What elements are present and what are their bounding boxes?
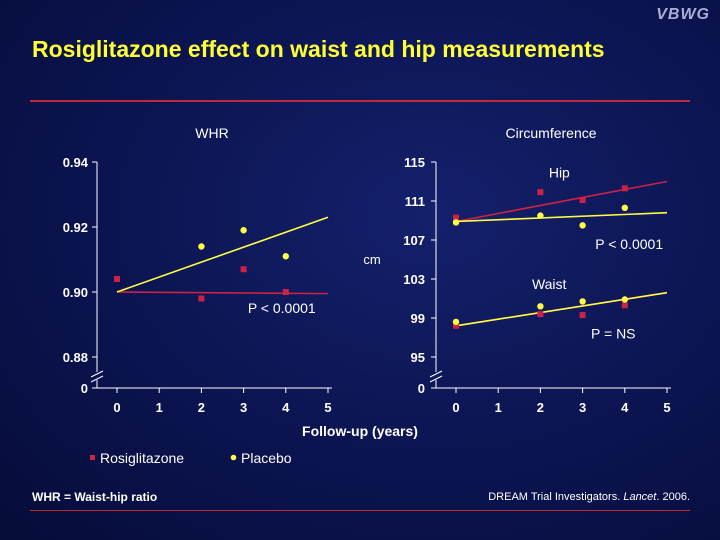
y-tick-label-0-2: 0.90 — [63, 285, 88, 300]
footer-divider — [30, 510, 690, 511]
data-point-rosiglitazone-1-2-1 — [537, 311, 544, 318]
data-point-rosiglitazone-0-0-3 — [282, 289, 289, 295]
x-tick-label-1-5: 5 — [663, 400, 670, 415]
y-tick-label-0-4: 0 — [81, 381, 88, 396]
y-tick-label-1-2: 107 — [403, 233, 425, 248]
data-point-rosiglitazone-1-0-1 — [537, 189, 544, 196]
citation-journal: Lancet — [623, 491, 657, 503]
annotation-1-0: Hip — [549, 165, 570, 181]
citation: DREAM Trial Investigators. Lancet. 2006. — [488, 491, 690, 503]
trend-line-1-0 — [455, 180, 668, 223]
legend-marker-placebo — [230, 454, 237, 461]
y-tick-label-0-3: 0.88 — [63, 350, 88, 365]
y-tick-label-1-1: 111 — [405, 194, 425, 209]
slide-title: Rosiglitazone effect on waist and hip me… — [32, 36, 605, 62]
footnote: WHR = Waist-hip ratio — [32, 490, 158, 504]
x-tick-label-1-4: 4 — [621, 400, 629, 415]
data-point-placebo-0-1-2 — [282, 253, 289, 260]
data-point-rosiglitazone-1-2-0 — [453, 322, 459, 329]
data-point-rosiglitazone-0-0-2 — [240, 266, 247, 273]
x-tick-label-1-1: 1 — [495, 400, 502, 415]
x-tick-label-0-4: 4 — [282, 400, 290, 415]
y-tick-label-1-6: 0 — [418, 381, 425, 396]
y-axis-label-1: cm — [363, 252, 380, 267]
legend-marker-rosiglitazone — [90, 455, 95, 460]
x-tick-label-1-3: 3 — [579, 400, 586, 415]
legend-label-1: Placebo — [241, 450, 292, 466]
data-point-placebo-1-1-3 — [621, 204, 628, 212]
x-axis-label: Follow-up (years) — [302, 423, 418, 439]
y-tick-label-1-0: 115 — [404, 155, 425, 170]
data-point-placebo-0-1-1 — [240, 227, 247, 234]
data-point-placebo-1-1-2 — [579, 222, 586, 229]
legend-label-0: Rosiglitazone — [100, 450, 184, 466]
data-point-placebo-1-3-2 — [579, 298, 586, 305]
title-divider — [30, 100, 690, 102]
axis-break-mark-b-1 — [429, 375, 443, 383]
x-tick-label-0-3: 3 — [240, 400, 247, 415]
data-point-placebo-1-1-0 — [452, 219, 460, 226]
x-tick-label-0-5: 5 — [324, 400, 331, 415]
brand-logo: VBWG — [656, 6, 710, 23]
data-point-placebo-0-1-0 — [198, 243, 205, 250]
axis-break-mark-a-0 — [90, 370, 104, 378]
data-point-rosiglitazone-1-2-2 — [579, 312, 586, 319]
y-tick-label-1-3: 103 — [403, 272, 425, 287]
x-tick-label-1-0: 0 — [452, 400, 459, 415]
y-tick-label-1-5: 95 — [411, 350, 425, 365]
axis-break-mark-a-1 — [429, 370, 443, 378]
data-point-rosiglitazone-1-0-0 — [453, 214, 459, 221]
data-point-rosiglitazone-1-2-3 — [621, 302, 628, 309]
axis-break-mark-b-0 — [90, 375, 104, 383]
y-tick-label-0-1: 0.92 — [63, 220, 88, 235]
annotation-1-2: Waist — [532, 276, 567, 292]
data-point-placebo-1-1-1 — [537, 212, 544, 219]
trend-line-0-1 — [116, 216, 329, 293]
data-point-rosiglitazone-1-0-3 — [621, 185, 628, 192]
chart-title-0: WHR — [195, 125, 228, 141]
data-point-rosiglitazone-1-0-2 — [579, 197, 586, 204]
annotation-0-0: P < 0.0001 — [248, 300, 316, 316]
trend-line-1-3 — [455, 291, 668, 327]
citation-year: . 2006. — [656, 491, 690, 503]
data-point-placebo-1-3-3 — [621, 296, 628, 303]
x-tick-label-0-0: 0 — [113, 400, 120, 415]
x-tick-label-0-1: 1 — [156, 400, 163, 415]
trend-line-0-0 — [116, 291, 329, 295]
data-point-placebo-1-3-0 — [452, 318, 460, 326]
data-point-rosiglitazone-0-0-0 — [114, 276, 120, 282]
chart-title-1: Circumference — [505, 125, 596, 141]
data-point-placebo-1-3-1 — [537, 303, 544, 310]
y-tick-label-1-4: 99 — [411, 311, 425, 326]
y-tick-label-0-0: 0.94 — [63, 155, 89, 170]
citation-authors: DREAM Trial Investigators. — [488, 491, 624, 503]
x-tick-label-0-2: 2 — [198, 400, 205, 415]
x-tick-label-1-2: 2 — [537, 400, 544, 415]
annotation-1-3: P = NS — [591, 325, 636, 341]
annotation-1-1: P < 0.0001 — [595, 236, 663, 252]
trend-line-1-1 — [455, 211, 668, 223]
data-point-rosiglitazone-0-0-1 — [198, 295, 205, 302]
